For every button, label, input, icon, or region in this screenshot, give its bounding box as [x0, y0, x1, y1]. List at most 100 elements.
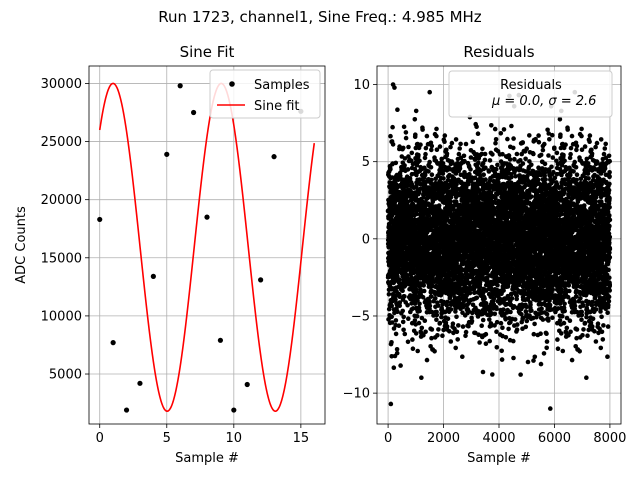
residual-point: [429, 172, 435, 177]
residual-point: [400, 288, 405, 294]
residual-point: [406, 316, 411, 322]
residual-point: [395, 309, 400, 315]
sine-fit-xtick-label: 10: [226, 431, 243, 446]
residual-point: [511, 338, 516, 344]
residual-point: [509, 123, 514, 129]
residual-point: [441, 176, 446, 181]
sine-fit-panel: Sine Fit 0 5 10 155000100001500020000250003…: [14, 43, 326, 466]
residual-point: [388, 166, 393, 172]
residual-point: [483, 341, 489, 347]
residual-point: [417, 301, 422, 307]
residual-point: [466, 323, 471, 329]
sine-fit-xtick-label: 5: [163, 431, 171, 446]
residual-point: [405, 339, 411, 345]
sample-point: [244, 381, 250, 388]
residual-point: [458, 141, 463, 147]
residual-point: [400, 319, 406, 325]
residual-point: [389, 303, 395, 309]
residual-point: [447, 329, 452, 334]
residual-point: [498, 320, 504, 326]
residual-point: [420, 127, 425, 132]
residual-point: [482, 157, 488, 163]
residual-point: [396, 277, 402, 282]
residual-point: [393, 160, 399, 166]
residual-point: [398, 173, 403, 178]
residual-point: [413, 145, 419, 151]
sample-point: [150, 273, 156, 279]
residual-point: [482, 151, 488, 157]
residual-point: [457, 146, 463, 151]
residual-point: [434, 126, 439, 132]
residual-point: [475, 131, 481, 136]
figure-title: Run 1723, channel1, Sine Freq.: 4.985 MH…: [158, 8, 482, 26]
sine-fit-ytick-label: 10000: [41, 309, 82, 324]
sine-fit-xlabel: Sample #: [175, 451, 239, 466]
residual-point: [389, 354, 395, 359]
residual-point: [448, 144, 453, 150]
residual-point: [509, 175, 514, 180]
residual-point: [403, 135, 409, 141]
residual-point: [427, 89, 433, 95]
residual-point: [402, 163, 407, 168]
residual-point: [440, 333, 445, 339]
residual-point: [493, 140, 498, 146]
residual-point: [421, 288, 427, 294]
residual-point: [480, 146, 485, 152]
residual-point: [514, 293, 519, 299]
residual-point: [454, 329, 460, 335]
residual-point: [422, 155, 428, 161]
residual-point: [503, 335, 509, 340]
residual-point: [515, 322, 520, 327]
residual-point: [501, 307, 506, 312]
residuals-title: Residuals: [463, 43, 534, 61]
residual-point: [393, 331, 399, 337]
residual-point: [505, 136, 510, 142]
residual-point: [486, 169, 492, 174]
residual-point: [444, 151, 450, 156]
residual-point: [487, 338, 493, 344]
residual-point: [461, 153, 467, 159]
residual-point: [453, 137, 459, 142]
residual-point: [511, 136, 516, 141]
legend-samples-marker: [229, 81, 235, 87]
residual-point: [410, 346, 416, 352]
residual-point: [509, 296, 515, 301]
residual-point: [393, 297, 398, 302]
residual-point: [520, 161, 526, 166]
residual-point: [474, 124, 479, 129]
residual-point: [494, 306, 499, 312]
residual-point: [391, 365, 397, 371]
residual-point: [406, 144, 411, 150]
residual-point: [468, 167, 473, 172]
residual-point: [436, 327, 441, 332]
residual-point: [420, 294, 426, 300]
residual-point: [413, 289, 419, 295]
residual-point: [413, 108, 419, 114]
residual-point: [429, 143, 435, 149]
sample-point: [231, 407, 237, 413]
residual-point: [413, 132, 418, 137]
residual-point: [445, 316, 451, 322]
residual-point: [427, 159, 432, 165]
residual-point: [413, 331, 419, 336]
residual-point: [405, 302, 410, 308]
residual-point: [419, 325, 425, 331]
residual-point: [490, 152, 495, 157]
residual-point: [416, 320, 422, 326]
residual-point: [501, 127, 507, 132]
residual-point: [401, 124, 407, 130]
sine-fit-legend: Samples Sine fit: [209, 69, 321, 119]
residual-point: [448, 199, 453, 204]
residual-point: [494, 329, 499, 335]
residual-point: [405, 167, 411, 172]
residual-point: [514, 327, 520, 333]
sine-fit-ytick-label: 20000: [41, 193, 82, 208]
residual-point: [512, 156, 517, 162]
sample-point: [271, 154, 277, 160]
residual-point: [393, 318, 399, 323]
residual-point: [422, 172, 428, 178]
residual-point: [394, 350, 400, 356]
residual-point: [394, 347, 400, 352]
residual-point: [429, 147, 434, 153]
residual-point: [520, 140, 525, 146]
